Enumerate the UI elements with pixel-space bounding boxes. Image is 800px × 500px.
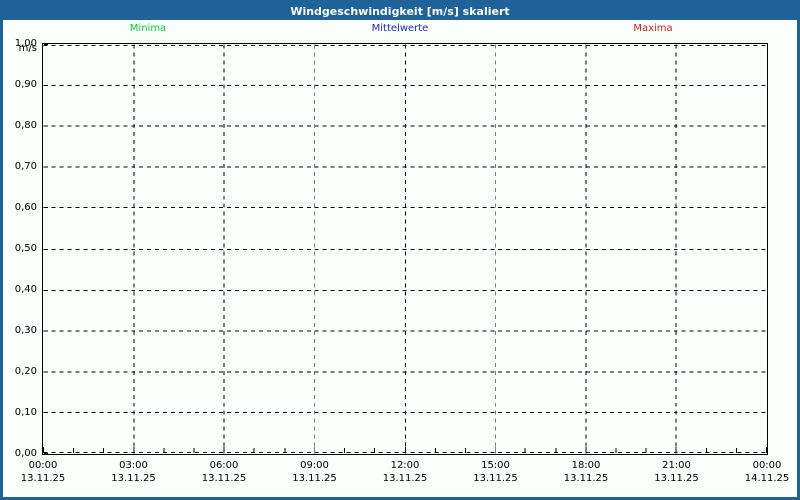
x-axis-tick-time: 03:00 <box>119 460 148 471</box>
legend-item-minima: Minima <box>129 23 167 34</box>
y-axis-tick-label: 0,50 <box>14 243 37 254</box>
y-axis-unit-label: m/s <box>18 43 37 54</box>
x-axis-tick-date: 13.11.25 <box>473 473 518 484</box>
y-axis-tick-label: 0,00 <box>14 448 37 459</box>
x-axis-tick-time: 06:00 <box>209 460 239 471</box>
x-axis-tick-date: 13.11.25 <box>20 473 66 484</box>
y-axis-tick-label: 0,40 <box>14 284 37 295</box>
x-axis-tick-time: 00:00 <box>28 460 58 471</box>
x-axis-tick-date: 13.11.25 <box>111 473 156 484</box>
legend-item-maxima: Maxima <box>633 23 673 34</box>
x-axis-tick-label: 09:00 13.11.25 <box>280 459 350 485</box>
plot-area <box>42 43 768 455</box>
x-axis-tick-date: 13.11.25 <box>292 473 337 484</box>
y-axis-tick-label: 0,90 <box>14 79 37 90</box>
x-axis-tick-label: 00:00 14.11.25 <box>732 459 800 485</box>
x-axis-tick-label: 00:00 13.11.25 <box>8 459 78 485</box>
x-axis-tick-time: 18:00 <box>571 460 601 471</box>
x-axis-tick-label: 06:00 13.11.25 <box>189 459 259 485</box>
x-axis-tick-label: 12:00 13.11.25 <box>370 459 440 485</box>
y-axis-tick-label: 0,30 <box>14 325 37 336</box>
y-axis-tick-label: 0,60 <box>14 202 37 213</box>
y-axis-tick-label: 0,80 <box>14 120 37 131</box>
chart-legend: Minima Mittelwerte Maxima <box>3 20 797 38</box>
x-axis-tick-time: 21:00 <box>662 460 691 471</box>
y-axis-tick-label: 0,70 <box>14 161 37 172</box>
y-axis-tick-label: 0,20 <box>14 366 37 377</box>
x-axis-tick-date: 13.11.25 <box>654 473 699 484</box>
x-axis-tick-date: 14.11.25 <box>744 473 790 484</box>
x-axis-tick-label: 18:00 13.11.25 <box>551 459 621 485</box>
x-axis-tick-time: 09:00 <box>300 460 329 471</box>
x-axis-tick-time: 15:00 <box>481 460 510 471</box>
y-axis-tick-label: 0,10 <box>14 407 37 418</box>
y-axis-tick-label: 1,00 <box>14 38 37 49</box>
x-axis-tick-time: 12:00 <box>390 460 420 471</box>
x-axis-tick-label: 21:00 13.11.25 <box>642 459 712 485</box>
x-axis-tick-date: 13.11.25 <box>563 473 609 484</box>
legend-item-mittelwerte: Mittelwerte <box>371 23 429 34</box>
x-axis-tick-date: 13.11.25 <box>382 473 428 484</box>
chart-gridlines <box>43 44 767 454</box>
x-axis-tick-label: 15:00 13.11.25 <box>461 459 531 485</box>
x-axis-tick-label: 03:00 13.11.25 <box>99 459 169 485</box>
page-title: Windgeschwindigkeit [m/s] skaliert <box>3 3 797 20</box>
x-axis-tick-time: 00:00 <box>752 460 782 471</box>
x-axis-tick-date: 13.11.25 <box>201 473 247 484</box>
